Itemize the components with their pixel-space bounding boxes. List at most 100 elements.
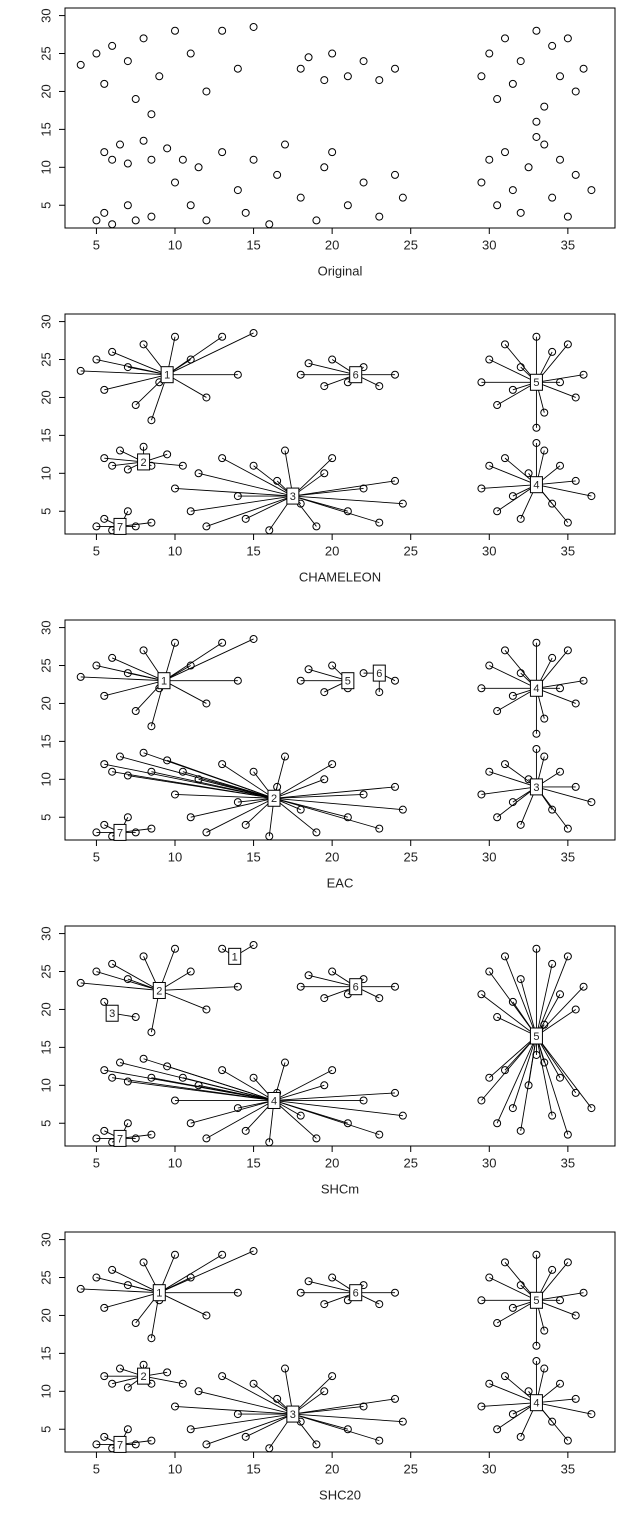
cluster-link — [292, 1413, 380, 1442]
point — [304, 665, 313, 674]
point — [328, 661, 337, 670]
point — [171, 332, 179, 341]
point — [163, 756, 172, 765]
cluster-label: 7 — [117, 827, 123, 839]
cluster-center: 2 — [137, 1367, 151, 1385]
center-box — [152, 1284, 166, 1302]
point — [359, 178, 368, 187]
point — [202, 1440, 211, 1449]
point — [131, 95, 140, 104]
point — [556, 378, 564, 387]
point — [100, 1432, 109, 1441]
point — [171, 1402, 179, 1411]
point — [508, 1410, 517, 1419]
point — [123, 669, 132, 678]
point — [532, 1250, 541, 1259]
cluster-label: 1 — [156, 1288, 162, 1300]
point — [508, 1104, 517, 1113]
point — [556, 990, 564, 999]
point — [139, 646, 148, 655]
point — [312, 828, 321, 837]
point — [281, 140, 289, 149]
point — [532, 1050, 541, 1059]
x-tick-label: 15 — [246, 1461, 260, 1476]
point — [147, 212, 156, 221]
cluster-label: 1 — [161, 676, 167, 688]
center-box — [228, 947, 242, 965]
cluster-link — [308, 974, 356, 988]
point — [343, 72, 352, 81]
point — [563, 518, 572, 527]
cluster-link — [536, 1398, 576, 1404]
cluster-label: 4 — [271, 1095, 277, 1107]
cluster-label: 4 — [533, 480, 539, 492]
point — [233, 64, 242, 73]
x-tick-label: 25 — [403, 1155, 417, 1170]
point — [548, 1417, 557, 1426]
point — [202, 1134, 211, 1143]
center-box — [529, 1291, 543, 1309]
cluster-center: 5 — [529, 373, 543, 391]
point — [532, 26, 541, 35]
cluster-label: 4 — [533, 1398, 539, 1410]
cluster-link — [182, 771, 275, 799]
point — [131, 1440, 140, 1449]
point — [359, 669, 368, 678]
point — [186, 1119, 195, 1128]
point — [281, 446, 289, 455]
point — [218, 1372, 227, 1381]
center-box — [529, 373, 543, 391]
point — [123, 57, 132, 66]
point — [241, 820, 250, 829]
cluster-link — [292, 1406, 364, 1415]
point — [540, 752, 549, 761]
point — [493, 813, 502, 822]
cluster-link — [489, 771, 537, 788]
point — [312, 522, 321, 531]
cluster-link — [489, 1277, 537, 1301]
point — [493, 1013, 502, 1022]
y-tick-label: 5 — [38, 1120, 53, 1127]
point — [76, 60, 85, 69]
point — [249, 328, 258, 337]
x-tick-label: 15 — [246, 237, 260, 252]
point — [563, 952, 572, 961]
cluster-link — [292, 1413, 403, 1423]
point — [548, 41, 557, 50]
cluster-link — [292, 495, 380, 524]
point — [548, 959, 557, 968]
cluster-link — [190, 797, 275, 818]
cluster-link — [104, 457, 144, 463]
cluster-center: 4 — [529, 476, 543, 494]
cluster-link — [104, 680, 165, 697]
point — [233, 186, 242, 195]
point — [375, 688, 384, 697]
cluster-link — [308, 362, 356, 376]
cluster-label: 7 — [117, 521, 123, 533]
point — [359, 1402, 368, 1411]
cluster-link — [535, 1035, 553, 1116]
x-tick-label: 35 — [561, 1461, 575, 1476]
point — [218, 944, 227, 953]
y-tick-label: 15 — [38, 428, 53, 442]
center-box — [529, 1394, 543, 1412]
point — [501, 1372, 509, 1381]
point — [320, 382, 329, 391]
point — [233, 1104, 242, 1113]
cluster-link — [159, 990, 207, 1010]
cluster-link — [111, 657, 165, 682]
y-tick-label: 30 — [38, 926, 53, 940]
x-tick-label: 35 — [561, 849, 575, 864]
y-tick-label: 5 — [38, 814, 53, 821]
cluster-link — [111, 963, 160, 991]
point — [312, 1134, 321, 1143]
y-tick-label: 30 — [38, 8, 53, 22]
point — [296, 982, 305, 991]
cluster-center: 5 — [341, 672, 355, 690]
cluster-link — [273, 797, 380, 830]
point — [233, 1288, 242, 1297]
point — [147, 1073, 156, 1082]
point — [194, 163, 203, 172]
center-box — [529, 679, 543, 697]
cluster-center: 1 — [157, 672, 171, 690]
